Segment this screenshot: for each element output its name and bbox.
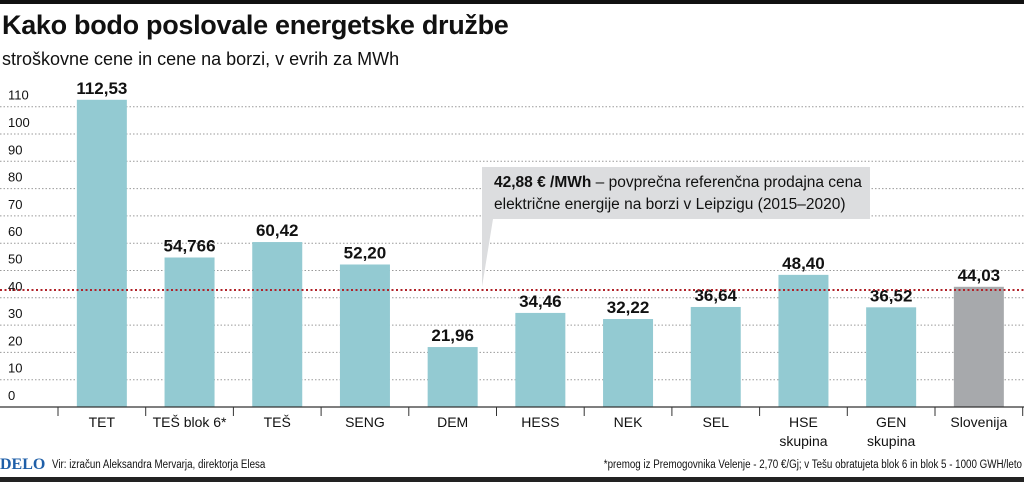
bar-HESS [515,312,566,407]
data-label: 60,42 [256,221,299,240]
x-tick-label: HESS [521,414,559,430]
reference-value: 42,88 € /MWh [494,174,592,191]
y-tick-label: 0 [8,388,15,403]
chart-title: Kako bodo poslovale energetske družbe [2,10,509,40]
x-tick-label: Slovenija [950,414,1007,430]
bar-TET [76,99,127,408]
x-tick-label: HSE [789,414,818,430]
bar-Slovenija [953,286,1004,407]
bar-SEL [690,306,741,407]
reference-desc-2: električne energije na borzi v Leipzigu … [494,196,846,213]
x-tick-label: TEŠ blok 6* [153,414,227,430]
reference-desc-1: – povprečna referenčna prodajna cena [591,174,862,191]
bottom-rule [0,477,1024,482]
x-tick-label: TET [89,414,116,430]
bar-SENG [339,264,390,407]
top-rule [0,0,1024,4]
x-tick-label: TEŠ [264,414,291,430]
y-tick-label: 80 [8,170,22,185]
data-label: 52,20 [344,243,387,262]
footnote: *premog iz Premogovnika Velenje - 2,70 €… [603,459,1022,471]
x-tick-label: SENG [345,414,385,430]
bar-HSE skupina [778,274,829,407]
data-label: 44,03 [958,266,1001,285]
data-label: 36,52 [870,286,913,305]
y-tick-label: 30 [8,306,22,321]
x-tick-label: GEN [876,414,906,430]
x-tick-label: skupina [779,433,827,449]
bar-NEK [603,319,654,407]
x-tick-label: NEK [614,414,643,430]
y-tick-label: 40 [8,279,22,294]
y-tick-label: 70 [8,197,22,212]
bar-GEN skupina [866,307,917,407]
y-tick-label: 90 [8,142,22,157]
x-tick-label: skupina [867,433,915,449]
data-label: 36,64 [694,286,737,305]
bar-DEM [427,347,478,407]
data-label: 21,96 [431,326,474,345]
y-tick-label: 50 [8,252,22,267]
chart-subtitle: stroškovne cene in cene na borzi, v evri… [2,49,400,69]
callout-box [482,167,870,287]
y-tick-label: 20 [8,333,22,348]
y-tick-label: 100 [8,115,30,130]
y-tick-label: 60 [8,224,22,239]
y-tick-label: 10 [8,361,22,376]
source-note: Vir: izračun Aleksandra Mervarja, direkt… [52,459,266,471]
x-tick-label: DEM [437,414,468,430]
y-tick-label: 110 [8,88,29,103]
data-label: 112,53 [76,79,127,98]
data-label: 32,22 [607,298,650,317]
reference-callout-text: 42,88 € /MWh – povprečna referenčna prod… [494,172,862,216]
data-label: 34,46 [519,292,562,311]
x-tick-label: SEL [703,414,730,430]
data-label: 48,40 [782,254,825,273]
bar-TEŠ [252,242,303,407]
bar-TEŠ blok 6* [164,257,215,407]
data-label: 54,766 [164,236,216,255]
delo-logo: DELO [0,456,46,473]
